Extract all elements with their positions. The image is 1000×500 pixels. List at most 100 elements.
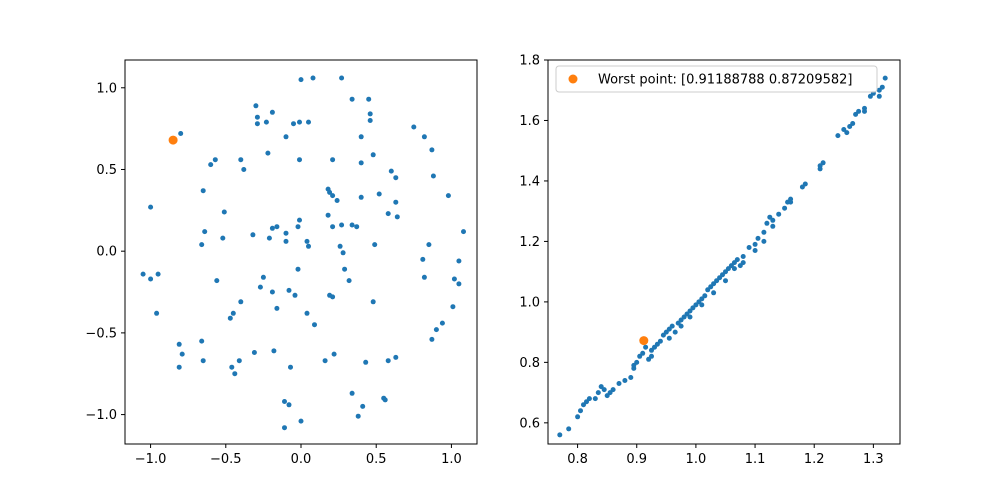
data-point-0-2 [254,121,260,127]
data-point-0-22 [212,157,218,163]
data-point-1-96 [817,163,823,169]
right-plot-points [557,75,888,438]
data-point-1-40 [699,296,705,302]
y-tick-label: 1.4 [519,174,540,189]
data-point-0-42 [327,189,333,195]
data-point-0-124 [282,425,287,431]
legend-marker [568,74,578,84]
data-point-0-122 [286,402,292,408]
data-point-0-91 [230,310,236,316]
data-point-0-33 [148,204,154,210]
data-point-1-87 [699,302,705,308]
data-point-0-87 [421,274,427,280]
data-point-0-25 [265,150,271,156]
data-point-0-50 [393,199,399,205]
data-point-0-1 [254,114,260,120]
data-point-0-40 [297,217,302,223]
data-point-0-101 [179,351,185,357]
data-point-0-109 [271,348,277,354]
data-point-0-88 [451,276,457,282]
data-point-0-116 [349,390,355,396]
data-point-0-66 [372,242,378,248]
y-tick-label: 1.0 [519,295,540,310]
y-tick-label: 1.8 [519,54,540,69]
data-point-0-112 [331,351,337,357]
data-point-0-34 [200,188,206,194]
data-point-0-53 [199,242,205,248]
data-point-0-62 [330,224,336,230]
data-point-0-63 [337,243,343,249]
data-point-0-44 [334,198,340,203]
data-point-1-99 [876,93,882,99]
data-point-1-2 [575,414,581,420]
data-point-0-97 [439,320,445,326]
data-point-0-18 [421,134,427,140]
data-point-0-118 [355,413,361,419]
data-point-0-84 [342,266,348,272]
data-point-0-80 [295,266,301,272]
data-point-1-14 [616,381,622,386]
data-point-1-97 [841,127,847,132]
data-point-0-111 [322,358,328,364]
data-point-0-30 [388,168,394,174]
y-tick-label: −1.0 [85,408,117,423]
data-point-0-35 [221,209,227,215]
data-point-0-86 [370,299,376,305]
data-point-1-13 [610,387,616,393]
data-point-0-114 [385,358,391,364]
data-point-1-30 [669,323,675,329]
data-point-1-71 [844,130,850,136]
data-point-1-7 [592,396,598,402]
data-point-0-76 [260,274,266,280]
data-point-1-20 [640,350,646,356]
data-point-0-58 [283,238,289,244]
data-point-0-28 [358,160,364,166]
data-point-0-85 [346,278,352,284]
data-point-0-45 [339,222,345,228]
y-tick-label: 1.2 [519,235,540,250]
data-point-1-63 [782,205,788,211]
data-point-0-120 [382,397,388,403]
data-point-1-86 [687,314,693,320]
x-tick-label: 1.0 [441,452,462,467]
data-point-0-29 [370,152,376,158]
data-point-0-60 [306,243,311,249]
data-point-0-105 [236,358,242,364]
data-point-0-16 [358,134,364,140]
data-point-1-58 [761,229,767,235]
data-point-0-65 [354,224,360,230]
data-point-0-31 [393,175,399,181]
left-plot-x-axis: −1.0 −0.5 0.0 0.5 1.0 [135,444,462,467]
data-point-0-5 [283,134,289,140]
data-point-0-69 [456,258,462,264]
data-point-0-0 [253,103,259,109]
data-point-0-38 [283,230,289,236]
data-point-0-59 [304,238,310,244]
x-tick-label: 0.5 [366,452,387,467]
data-point-0-8 [306,119,311,125]
data-point-0-89 [456,281,462,287]
x-tick-label: −0.5 [210,452,242,467]
data-point-0-13 [366,96,372,102]
data-point-1-89 [723,278,728,284]
data-point-1-3 [578,408,583,414]
data-point-1-59 [764,220,770,226]
data-point-1-90 [731,266,737,272]
data-point-0-7 [297,119,302,125]
data-point-1-26 [657,338,663,344]
data-point-1-52 [734,257,740,263]
data-point-0-81 [292,292,298,298]
data-point-0-23 [238,157,244,163]
x-tick-label: 1.1 [745,452,766,467]
data-point-0-78 [274,305,280,311]
data-point-0-4 [269,109,275,115]
data-point-1-67 [802,181,808,187]
data-point-1-60 [767,214,773,220]
data-point-0-72 [148,276,154,282]
x-tick-label: 1.3 [863,452,884,467]
data-point-1-23 [649,353,654,359]
data-point-0-108 [251,350,257,355]
right-plot-y-axis: 0.6 0.8 1.0 1.2 1.4 1.6 1.8 [519,54,548,431]
data-point-1-80 [879,84,885,90]
